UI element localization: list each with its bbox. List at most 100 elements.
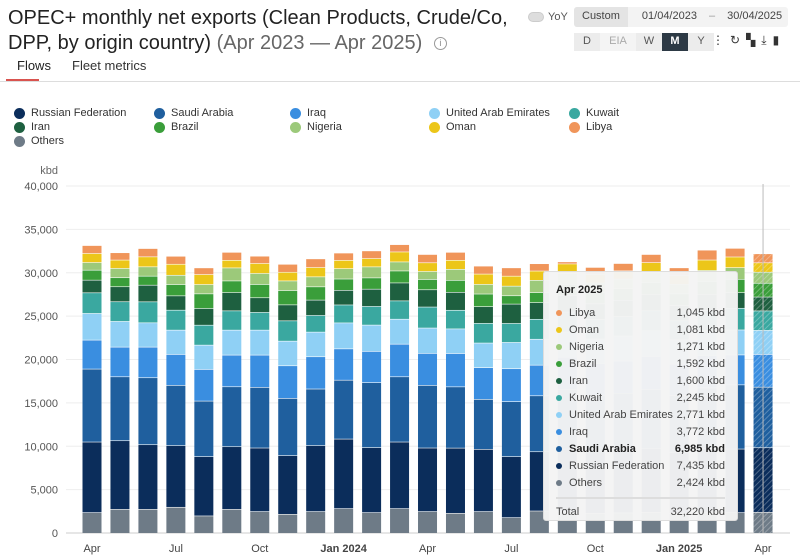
bar-segment-russian-federation bbox=[445, 448, 465, 514]
bar-segment-iraq bbox=[138, 347, 158, 378]
legend-label: United Arab Emirates bbox=[446, 107, 550, 119]
bar-segment-kuwait bbox=[82, 293, 102, 314]
bar-segment-oman bbox=[110, 260, 130, 269]
x-tick-label: Oct bbox=[251, 543, 268, 555]
bar-segment-oman bbox=[445, 260, 465, 270]
bar-segment-brazil bbox=[166, 284, 186, 296]
bar-segment-iran bbox=[278, 305, 298, 321]
toggle-switch[interactable] bbox=[528, 12, 544, 22]
bar-segment-libya bbox=[529, 264, 549, 271]
date-separator: – bbox=[708, 10, 716, 22]
y-tick-label: 15,000 bbox=[24, 398, 58, 410]
bar-segment-russian-federation bbox=[473, 449, 493, 512]
date-to-input[interactable]: 30/04/2025 bbox=[727, 10, 783, 22]
x-tick-label: Apr bbox=[419, 543, 436, 555]
bar-segment-nigeria bbox=[194, 284, 214, 294]
bar-segment-nigeria bbox=[501, 286, 521, 296]
bar-segment-nigeria bbox=[166, 275, 186, 285]
qr-icon[interactable]: ▚ bbox=[746, 33, 756, 47]
series-dot bbox=[556, 462, 562, 469]
bar-segment-libya bbox=[194, 268, 214, 275]
bar-segment-united-arab-emirates bbox=[334, 323, 354, 349]
bar-segment-oman bbox=[641, 262, 661, 273]
series-name: Iraq bbox=[569, 425, 588, 438]
bar-segment-others bbox=[166, 507, 186, 533]
series-value: 2,245 kbd bbox=[676, 391, 725, 404]
bar-segment-iran bbox=[82, 280, 102, 293]
tab-fleet-metrics[interactable]: Fleet metrics bbox=[72, 58, 147, 73]
bar-segment-iran bbox=[362, 289, 382, 307]
bar-segment-russian-federation bbox=[222, 447, 242, 510]
period-eia-button[interactable]: EIA bbox=[600, 33, 636, 51]
x-tick-label: Apr bbox=[83, 543, 100, 555]
tab-flows[interactable]: Flows bbox=[17, 58, 51, 73]
period-m-button[interactable]: M bbox=[662, 33, 688, 51]
legend-label: Kuwait bbox=[586, 107, 620, 119]
info-icon[interactable]: i bbox=[433, 37, 447, 51]
legend-item[interactable]: Others bbox=[14, 135, 64, 147]
bar-segment-others bbox=[390, 508, 410, 533]
bar-segment-iraq bbox=[418, 353, 438, 386]
bar-segment-russian-federation bbox=[390, 442, 410, 509]
chart-title: OPEC+ monthly net exports (Clean Product… bbox=[8, 6, 528, 56]
period-y-button[interactable]: Y bbox=[688, 33, 714, 51]
bar-segment-nigeria bbox=[110, 268, 130, 278]
more-icon[interactable]: ⋮ bbox=[712, 33, 724, 47]
bar-segment-kuwait bbox=[222, 311, 242, 330]
bar-segment-saudi-arabia bbox=[278, 398, 298, 456]
bar-segment-russian-federation bbox=[278, 455, 298, 515]
y-axis-label: kbd bbox=[40, 165, 58, 177]
bar-segment-libya bbox=[166, 256, 186, 264]
legend-item[interactable]: Libya bbox=[569, 121, 612, 133]
bar-segment-saudi-arabia bbox=[222, 387, 242, 447]
bar-segment-iraq bbox=[473, 367, 493, 400]
bar-segment-united-arab-emirates bbox=[501, 342, 521, 369]
y-tick-label: 25,000 bbox=[24, 311, 58, 323]
bar-segment-nigeria bbox=[418, 271, 438, 280]
series-dot bbox=[556, 326, 562, 333]
legend-item[interactable]: United Arab Emirates bbox=[429, 107, 550, 119]
bar-segment-kuwait bbox=[334, 305, 354, 323]
legend-item[interactable]: Nigeria bbox=[290, 121, 342, 133]
legend-dot bbox=[14, 135, 25, 147]
x-tick-label: Oct bbox=[587, 543, 604, 555]
legend-dot bbox=[569, 121, 580, 133]
series-value: 1,271 kbd bbox=[676, 340, 725, 353]
bar-segment-others bbox=[110, 509, 130, 533]
legend-item[interactable]: Kuwait bbox=[569, 107, 619, 119]
bar-segment-oman bbox=[697, 260, 717, 271]
series-name: Nigeria bbox=[569, 340, 604, 353]
date-range-picker[interactable]: Custom 01/04/2023 – 30/04/2025 bbox=[574, 7, 789, 27]
legend-item[interactable]: Iraq bbox=[290, 107, 326, 119]
bar-segment-oman bbox=[306, 267, 326, 277]
legend-dot bbox=[290, 121, 301, 133]
bar-segment-united-arab-emirates bbox=[306, 332, 326, 357]
yoy-toggle[interactable]: YoY bbox=[528, 11, 568, 23]
bar-segment-saudi-arabia bbox=[473, 399, 493, 450]
legend-item[interactable]: Saudi Arabia bbox=[154, 107, 233, 119]
legend-item[interactable]: Iran bbox=[14, 121, 50, 133]
legend-item[interactable]: Russian Federation bbox=[14, 107, 126, 119]
date-from-input[interactable]: 01/04/2023 bbox=[641, 10, 697, 22]
series-value: 1,600 kbd bbox=[676, 374, 725, 387]
period-d-button[interactable]: D bbox=[574, 33, 600, 51]
bar-segment-united-arab-emirates bbox=[418, 328, 438, 354]
bar-segment-kuwait bbox=[278, 321, 298, 341]
custom-button[interactable]: Custom bbox=[574, 7, 628, 27]
bar-segment-others bbox=[306, 511, 326, 533]
period-w-button[interactable]: W bbox=[636, 33, 662, 51]
legend-item[interactable]: Oman bbox=[429, 121, 476, 133]
bookmark-icon[interactable]: ▮ bbox=[772, 33, 780, 47]
legend-item[interactable]: Brazil bbox=[154, 121, 199, 133]
bar-segment-libya bbox=[445, 252, 465, 260]
bar-segment-saudi-arabia bbox=[445, 387, 465, 448]
refresh-icon[interactable]: ↻ bbox=[730, 33, 741, 47]
bar-segment-iran bbox=[445, 292, 465, 310]
legend-label: Others bbox=[31, 135, 65, 147]
tooltip-row: Iran 1,600 kbd bbox=[556, 372, 725, 389]
active-tab-indicator bbox=[6, 79, 39, 81]
bar-segment-oman bbox=[334, 260, 354, 269]
download-icon[interactable]: ⤓ bbox=[761, 33, 767, 47]
bar-segment-iran bbox=[306, 300, 326, 316]
bar-segment-united-arab-emirates bbox=[250, 330, 270, 355]
